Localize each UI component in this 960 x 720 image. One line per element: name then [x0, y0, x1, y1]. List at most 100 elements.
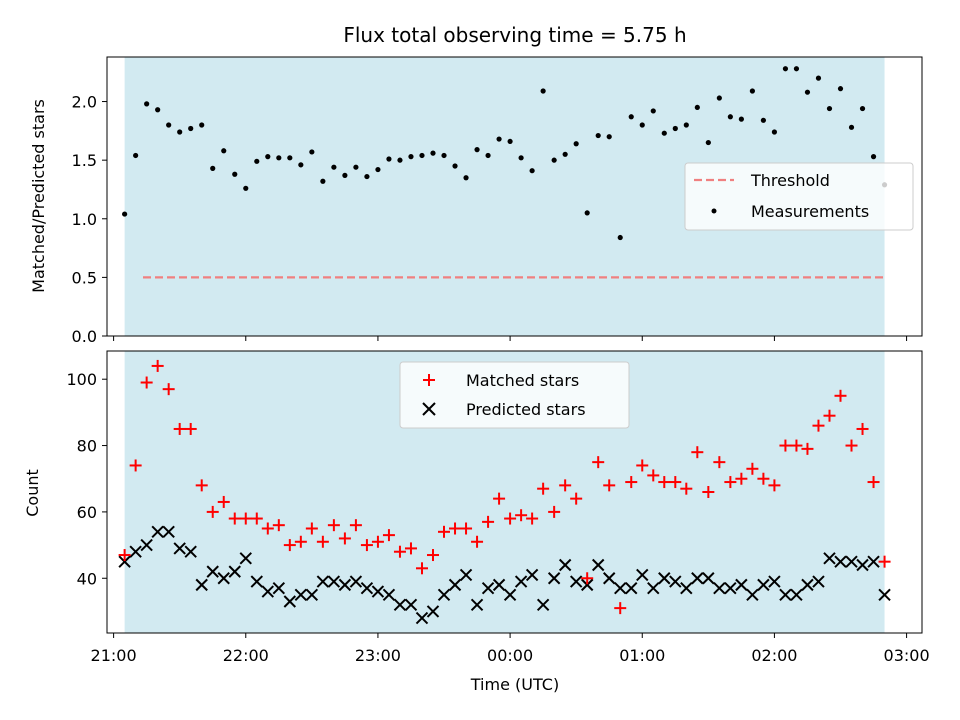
bottom-legend-box	[399, 361, 630, 429]
measurement-point	[540, 88, 546, 94]
measurement-point	[683, 122, 689, 128]
matched-star-point	[812, 419, 825, 432]
measurement-point	[760, 117, 767, 123]
matched-star-point	[779, 439, 792, 452]
predicted-star-point	[129, 545, 142, 558]
matched-star-point	[680, 482, 693, 495]
measurement-point	[221, 148, 227, 154]
measurement-point	[573, 141, 579, 147]
matched-star-point	[515, 509, 528, 522]
matched-star-point	[338, 532, 351, 545]
matched-star-point	[283, 539, 296, 552]
measurement-point	[496, 136, 502, 142]
matched-star-point	[140, 376, 153, 389]
measurement-point	[364, 173, 370, 180]
matched-star-point	[305, 522, 318, 535]
predicted-star-point	[360, 582, 374, 595]
matched-star-point	[349, 519, 362, 532]
measurement-point	[518, 155, 524, 161]
measurement-point	[199, 122, 205, 128]
matched-star-point	[559, 479, 572, 492]
measurement-point	[694, 104, 700, 111]
predicted-star-point	[536, 598, 550, 612]
predicted-star-point	[514, 575, 528, 588]
measurement-point	[705, 139, 711, 146]
matched-star-point	[768, 479, 781, 492]
predicted-star-point	[625, 582, 638, 595]
predicted-star-point	[658, 572, 671, 585]
predicted-star-point	[327, 575, 341, 588]
measurement-point	[584, 210, 590, 216]
predicted-star-point	[305, 588, 319, 602]
matched-star-point	[371, 535, 384, 548]
predicted-star-point	[228, 565, 241, 578]
predicted-star-point	[724, 582, 737, 595]
measurement-point	[749, 88, 755, 94]
matched-star-point	[360, 539, 373, 552]
measurement-point	[265, 154, 271, 160]
predicted-star-point	[603, 572, 616, 585]
predicted-star-point	[195, 578, 208, 592]
matched-star-point	[173, 422, 186, 435]
measurement-point	[375, 166, 381, 173]
measurement-point	[529, 168, 535, 174]
top-legend: Threshold Measurements	[684, 162, 914, 231]
measurement-point	[595, 132, 601, 139]
legend-measurements-swatch	[711, 208, 717, 214]
predicted-star-point	[569, 575, 583, 588]
predicted-star-point	[140, 538, 153, 552]
matched-star-point	[504, 512, 517, 525]
predicted-star-point	[283, 595, 297, 608]
chart-title: Flux total observing time = 5.75 h	[343, 23, 686, 47]
matched-star-point	[845, 439, 858, 452]
legend-matched-swatch	[423, 374, 435, 386]
matched-star-point	[658, 476, 671, 489]
measurement-point	[804, 89, 811, 95]
matched-star-point	[570, 492, 583, 505]
measurement-point	[551, 157, 557, 163]
measurement-point	[353, 164, 359, 170]
predicted-star-point	[702, 572, 715, 585]
measurement-point	[815, 75, 822, 81]
predicted-star-point	[492, 578, 506, 592]
matched-star-point	[647, 469, 660, 482]
measurement-point	[155, 107, 161, 113]
matched-star-point	[239, 512, 252, 525]
matched-star-point	[856, 422, 869, 435]
matched-star-point	[801, 442, 814, 455]
predicted-star-point	[636, 568, 649, 582]
measurement-point	[243, 185, 249, 191]
top-y-tick-label: 1.0	[72, 210, 97, 229]
predicted-star-point	[845, 555, 858, 568]
predicted-star-point	[470, 598, 484, 612]
predicted-star-point	[812, 575, 825, 588]
measurement-point	[232, 171, 238, 177]
matched-star-point	[537, 482, 550, 495]
measurement-point	[188, 125, 194, 132]
matched-star-point	[526, 512, 539, 525]
predicted-star-point	[426, 605, 440, 618]
measurement-point	[441, 152, 447, 159]
predicted-star-point	[151, 525, 164, 539]
matched-star-point	[129, 459, 142, 472]
measurement-point	[661, 130, 667, 136]
predicted-star-point	[867, 555, 880, 568]
matched-star-point	[581, 572, 594, 585]
matched-star-point	[625, 476, 638, 489]
predicted-star-point	[779, 588, 792, 602]
measurement-point	[177, 129, 183, 135]
predicted-star-point	[448, 578, 462, 592]
predicted-star-point	[206, 565, 219, 578]
matched-star-point	[482, 515, 495, 528]
measurement-point	[397, 157, 403, 163]
predicted-star-point	[525, 568, 539, 582]
predicted-star-point	[735, 578, 748, 592]
matched-star-point	[724, 476, 737, 489]
predicted-star-point	[217, 572, 230, 585]
predicted-star-point	[437, 588, 451, 602]
measurement-point	[254, 158, 260, 164]
matched-star-point	[162, 383, 175, 396]
matched-star-point	[393, 545, 406, 558]
predicted-star-point	[272, 582, 286, 595]
